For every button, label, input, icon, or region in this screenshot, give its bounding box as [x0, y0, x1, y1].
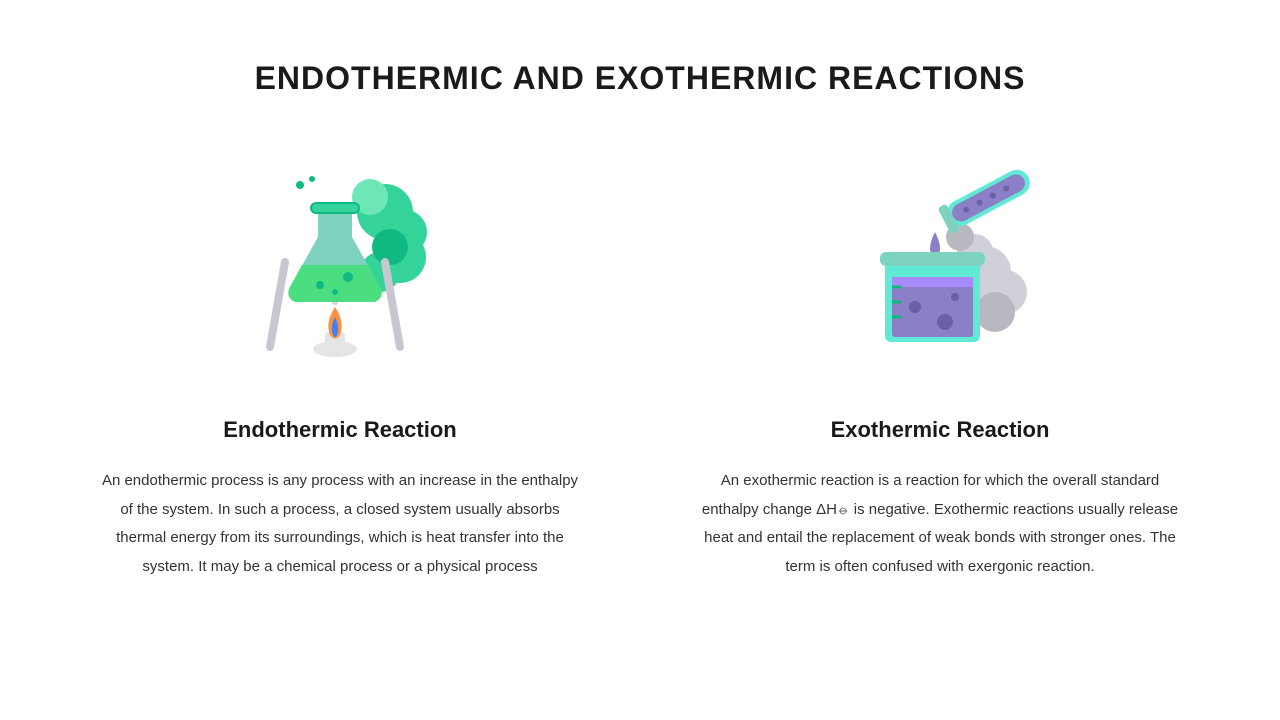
endothermic-column: Endothermic Reaction An endothermic proc… [70, 157, 610, 581]
endothermic-body: An endothermic process is any process wi… [95, 467, 585, 581]
slide-container: ENDOTHERMIC AND EXOTHERMIC REACTIONS [0, 0, 1280, 720]
exothermic-body: An exothermic reaction is a reaction for… [695, 467, 1185, 581]
exothermic-column: Exothermic Reaction An exothermic reacti… [670, 157, 1210, 581]
flask-flame-icon [230, 157, 450, 377]
beaker-tube-icon [830, 157, 1050, 377]
columns: Endothermic Reaction An endothermic proc… [60, 157, 1220, 581]
page-title: ENDOTHERMIC AND EXOTHERMIC REACTIONS [60, 60, 1220, 97]
exothermic-subtitle: Exothermic Reaction [831, 417, 1050, 443]
endothermic-subtitle: Endothermic Reaction [223, 417, 456, 443]
